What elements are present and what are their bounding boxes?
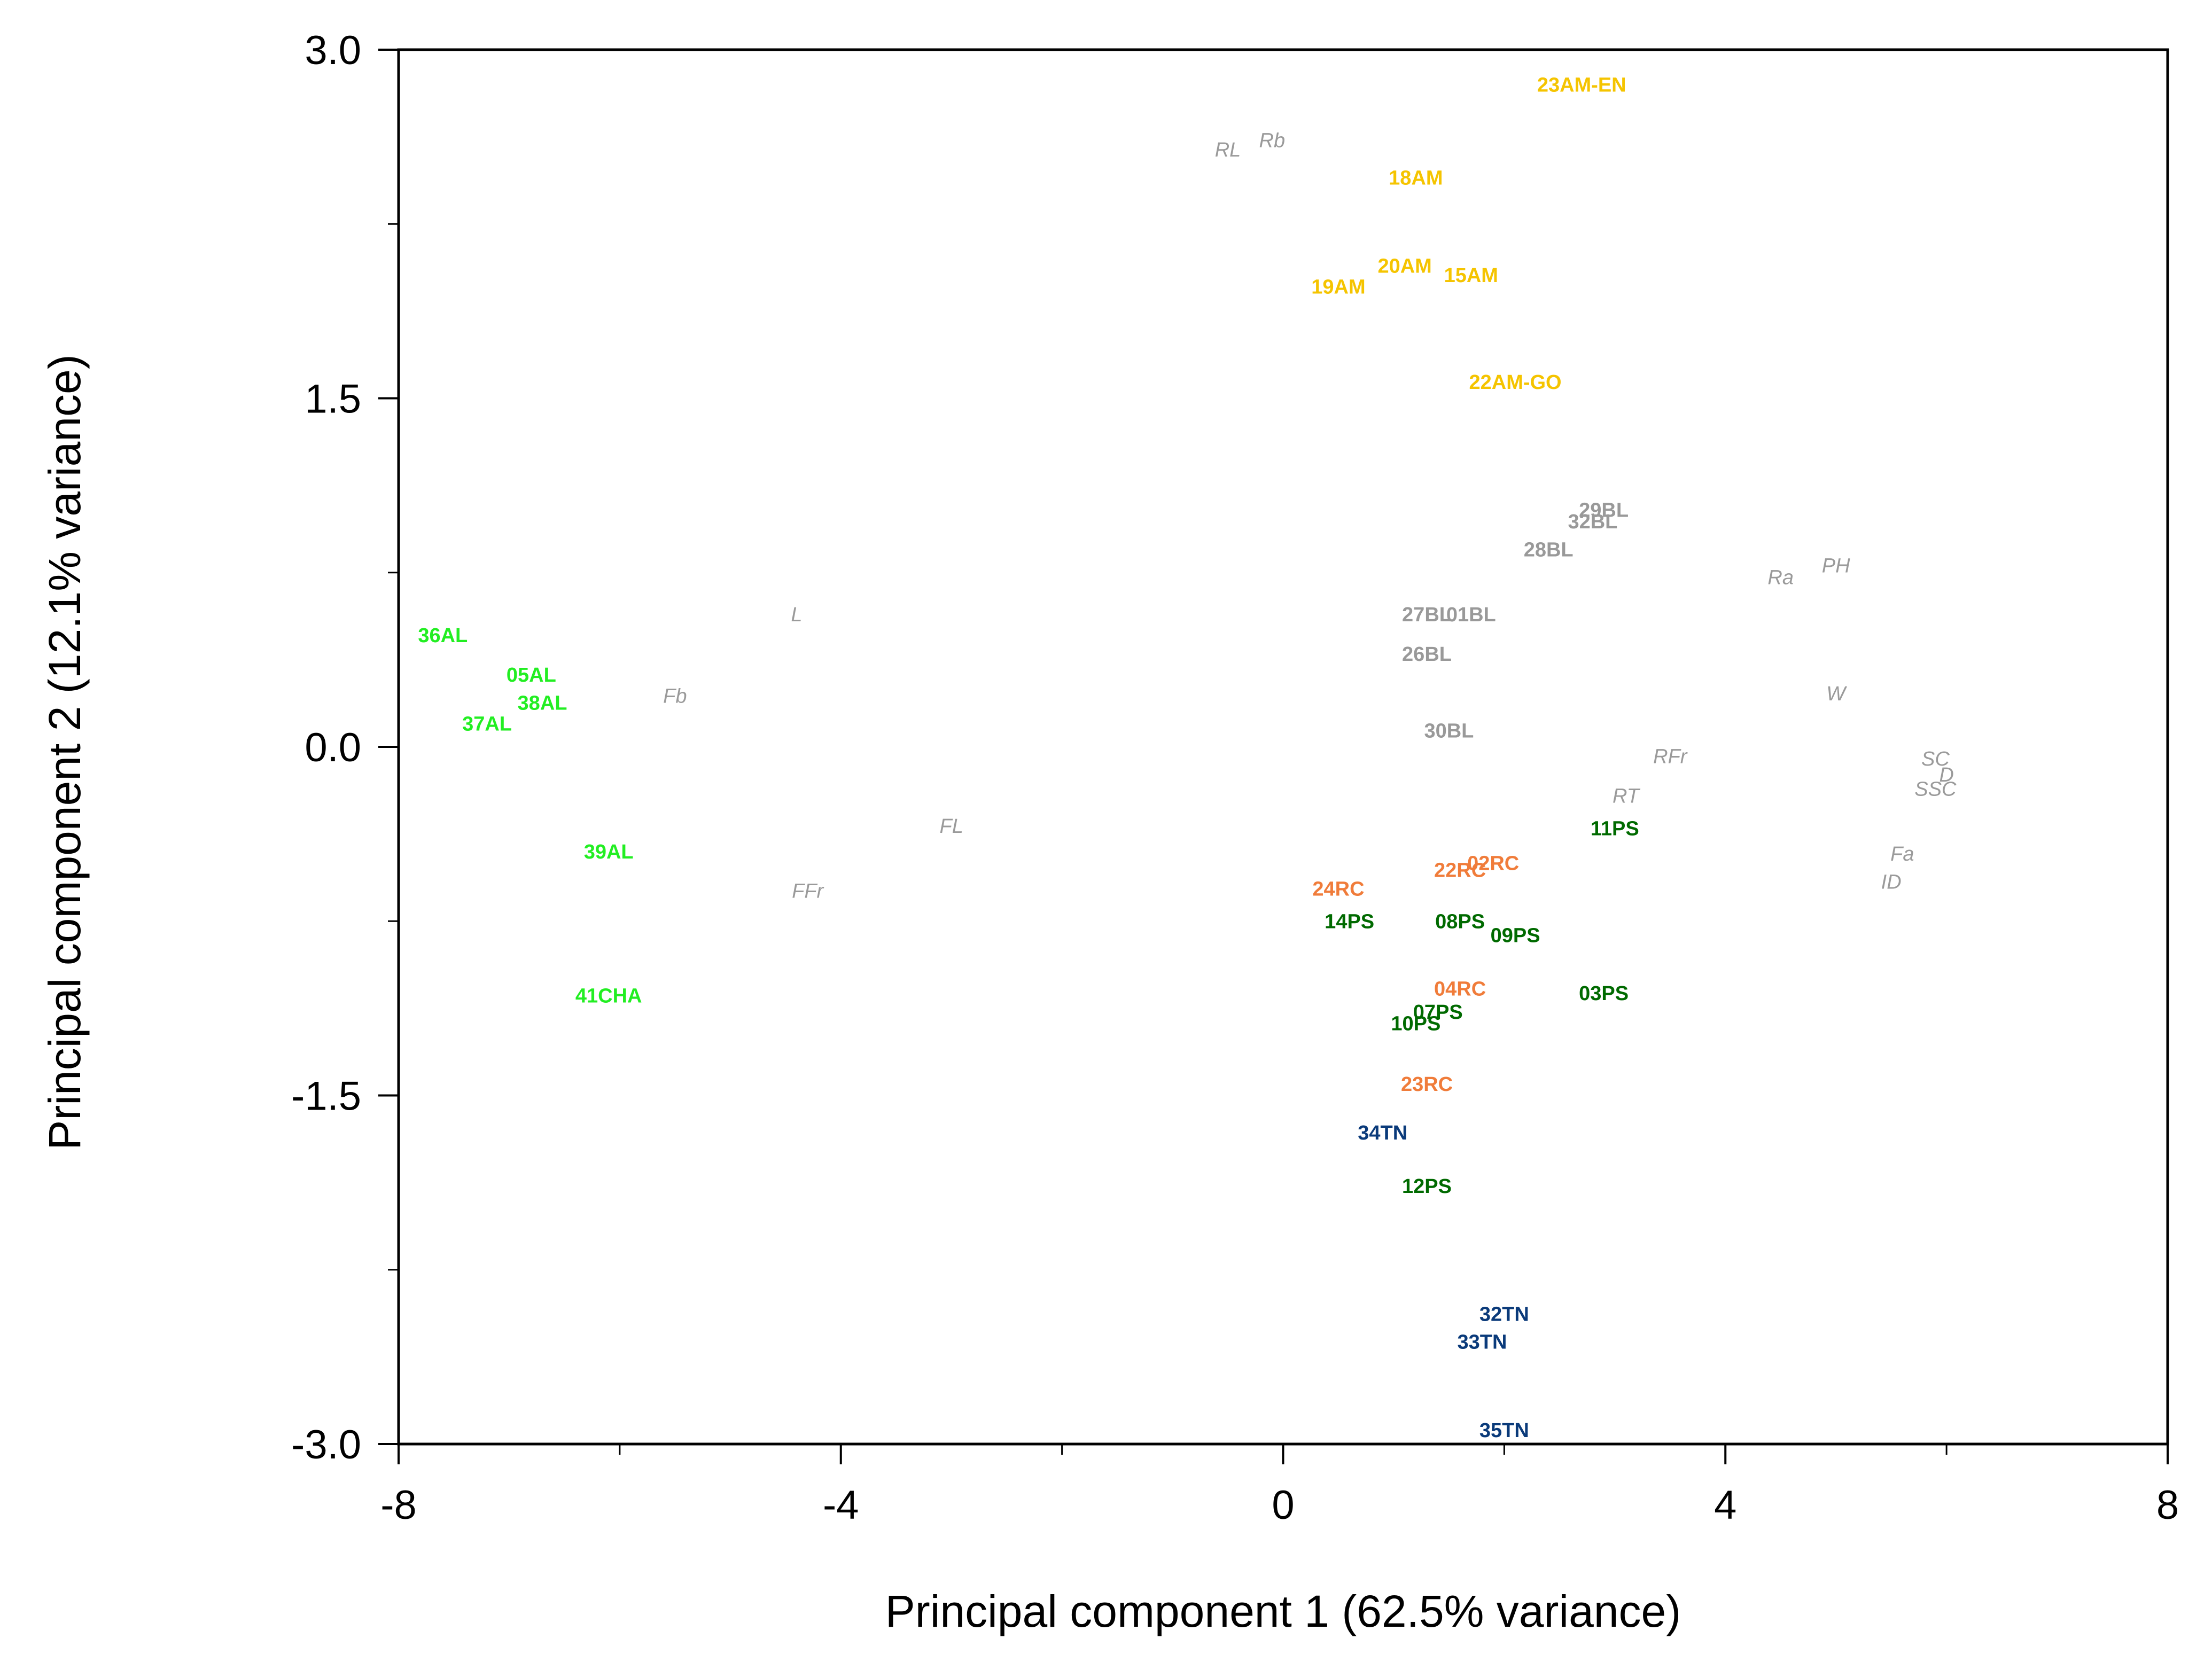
sample-point-label: 22RC [1434, 860, 1486, 882]
variable-label: Fb [663, 685, 687, 707]
sample-point-label: 19AM [1311, 276, 1365, 299]
sample-point-label: 12PS [1402, 1175, 1452, 1198]
x-tick-label: -4 [823, 1482, 859, 1528]
x-tick-label: 0 [1272, 1482, 1294, 1528]
sample-point-label: 11PS [1591, 817, 1639, 840]
sample-point-label: 22AM-GO [1469, 371, 1561, 394]
sample-point-label: 39AL [584, 841, 634, 863]
variable-label: W [1826, 683, 1847, 705]
sample-point-label: 30BL [1424, 720, 1474, 743]
sample-point-label: 02RC [1467, 853, 1519, 875]
sample-point-label: 10PS [1391, 1013, 1440, 1035]
x-tick-label: 8 [2156, 1482, 2179, 1528]
sample-point-label: 04RC [1434, 978, 1486, 1000]
variable-label: D [1939, 764, 1953, 786]
variable-label: ID [1881, 871, 1902, 893]
sample-point-label: 37AL [462, 713, 512, 736]
y-tick-label: -3.0 [291, 1422, 361, 1468]
sample-point-label: 05AL [507, 664, 556, 686]
sample-point-label: 32TN [1479, 1303, 1529, 1325]
sample-point-label: 27BL [1402, 604, 1452, 626]
sample-point-label: 34TN [1358, 1122, 1407, 1144]
sample-point-label: 32BL [1568, 511, 1617, 533]
variable-label: RL [1215, 139, 1241, 161]
sample-point-label: 36AL [418, 625, 468, 647]
variable-label: FL [940, 815, 963, 838]
y-axis-title: Principal component 2 (12.1% variance) [40, 354, 90, 1150]
variable-label: SC [1921, 748, 1950, 770]
sample-point-label: 07PS [1413, 1001, 1463, 1024]
sample-point-label: 08PS [1435, 910, 1485, 933]
sample-point-label: 14PS [1325, 910, 1374, 933]
sample-point-label: 38AL [518, 692, 567, 714]
sample-point-label: 41CHA [575, 985, 642, 1007]
x-axis-title: Principal component 1 (62.5% variance) [885, 1586, 1681, 1636]
variable-label: PH [1822, 555, 1850, 578]
sample-point-label: 09PS [1491, 924, 1540, 947]
sample-point-label: 18AM [1389, 167, 1443, 189]
y-tick-label: 3.0 [305, 28, 361, 73]
variable-label: Ra [1767, 566, 1794, 589]
x-tick-label: -8 [380, 1482, 417, 1528]
sample-point-label: 35TN [1479, 1419, 1529, 1442]
sample-point-label: 23RC [1401, 1073, 1453, 1096]
variable-label: SSC [1914, 778, 1957, 800]
variable-label: RT [1613, 785, 1641, 807]
y-tick-label: 1.5 [305, 377, 361, 422]
variable-label: L [791, 604, 802, 626]
x-axis: -8 -4 0 4 8 [380, 1444, 2179, 1528]
sample-point-label: 33TN [1458, 1331, 1507, 1354]
y-axis: 3.0 1.5 0.0 -1.5 -3.0 [291, 28, 399, 1468]
sample-point-label: 20AM [1377, 255, 1431, 278]
y-tick-label: -1.5 [291, 1074, 361, 1119]
variable-label: Fa [1890, 843, 1914, 865]
y-tick-label: 0.0 [305, 725, 361, 770]
sample-point-label: 24RC [1312, 878, 1364, 900]
variable-label: FFr [792, 880, 824, 903]
sample-point-label: 03PS [1579, 982, 1629, 1005]
sample-point-label: 15AM [1444, 264, 1498, 287]
x-tick-label: 4 [1714, 1482, 1736, 1528]
sample-point-label: 28BL [1524, 539, 1574, 561]
variable-label: Rb [1259, 130, 1286, 152]
sample-point-label: 23AM-EN [1537, 74, 1626, 96]
variable-label: RFr [1653, 745, 1688, 768]
sample-point-label: 29BL [1579, 499, 1629, 521]
sample-point-label: 26BL [1402, 643, 1452, 666]
sample-point-label: 01BL [1446, 604, 1496, 626]
